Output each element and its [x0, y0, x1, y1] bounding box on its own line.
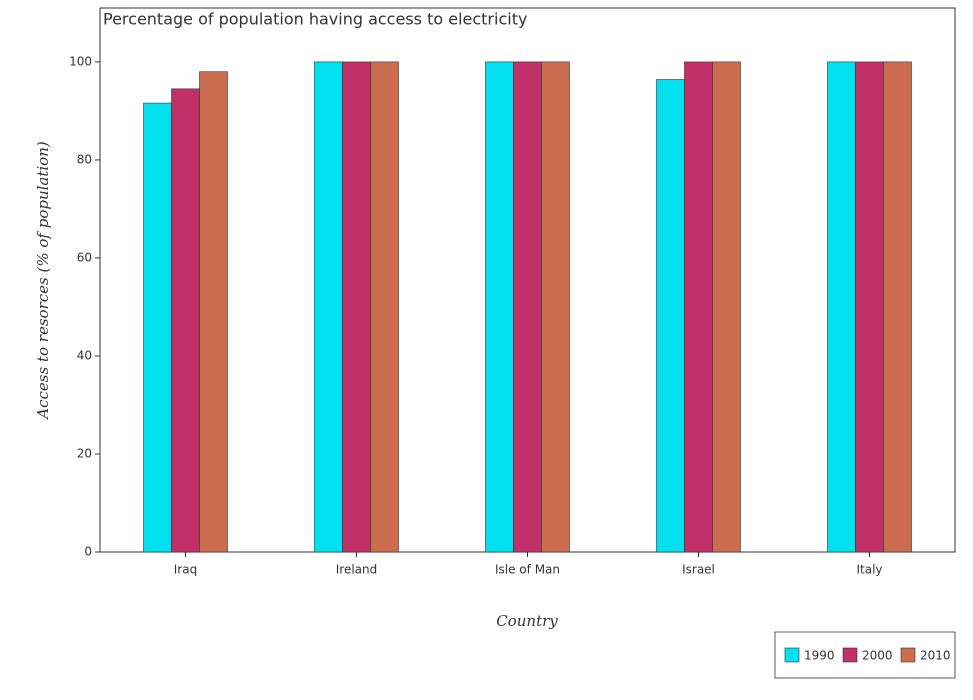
y-tick-label: 100 [69, 54, 92, 68]
bar [656, 79, 685, 553]
y-axis-label: Access to resorces (% of population) [34, 141, 52, 421]
bar [541, 61, 570, 553]
legend-swatch [842, 647, 858, 663]
bar [827, 61, 856, 553]
bar [485, 61, 514, 553]
x-axis-label: Country [496, 612, 558, 630]
bar [684, 61, 713, 553]
x-tick-label: Ireland [336, 563, 378, 577]
bar [513, 61, 542, 553]
bar [370, 61, 399, 553]
legend-label: 1990 [804, 649, 835, 663]
y-tick-label: 80 [77, 152, 92, 166]
y-tick-label: 20 [77, 446, 92, 460]
y-tick-label: 60 [77, 250, 92, 264]
bar [342, 61, 371, 553]
y-tick-label: 40 [77, 348, 92, 362]
x-tick-label: Italy [856, 563, 882, 577]
legend-swatch [900, 647, 916, 663]
x-tick-label: Isle of Man [495, 563, 560, 577]
legend-swatch [784, 647, 800, 663]
legend-frame [774, 631, 956, 679]
legend-label: 2000 [862, 649, 893, 663]
chart-title: Percentage of population having access t… [103, 10, 527, 29]
bar [855, 61, 884, 553]
legend-label: 2010 [920, 649, 951, 663]
y-tick-label: 0 [84, 545, 92, 559]
bar [883, 61, 912, 553]
bar [171, 88, 200, 553]
bar [199, 71, 228, 553]
bar [314, 61, 343, 553]
x-tick-label: Israel [682, 563, 715, 577]
bar [143, 102, 172, 553]
x-tick-label: Iraq [174, 563, 197, 577]
bar [712, 61, 741, 553]
